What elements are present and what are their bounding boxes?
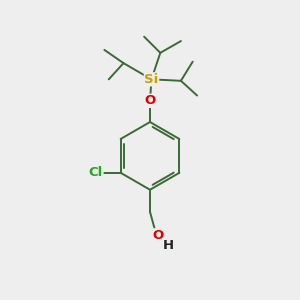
Text: Cl: Cl (88, 166, 103, 179)
Text: O: O (152, 229, 164, 242)
Text: H: H (163, 239, 174, 252)
Text: O: O (144, 94, 156, 107)
Text: Si: Si (144, 73, 159, 86)
